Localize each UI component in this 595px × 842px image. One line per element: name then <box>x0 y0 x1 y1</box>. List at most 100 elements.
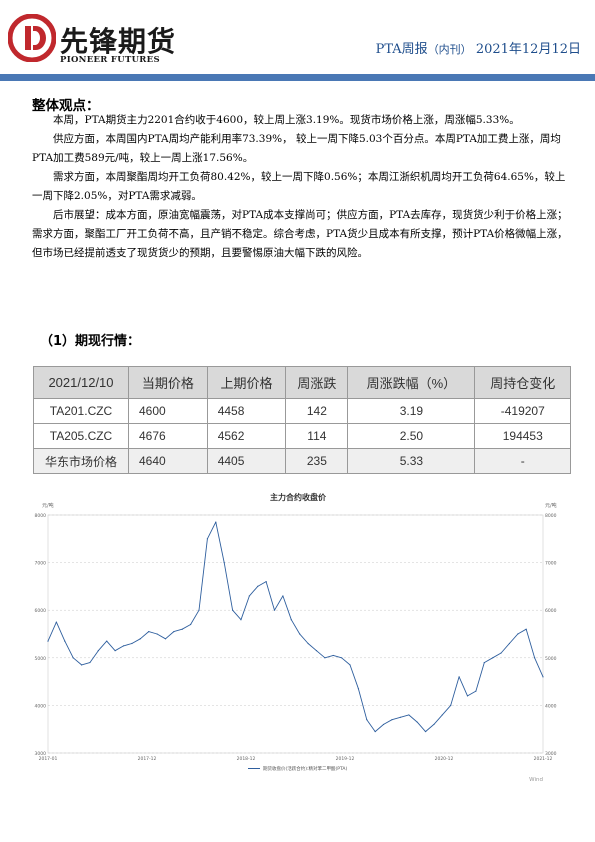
chart-title: 主力合约收盘价 <box>270 493 326 502</box>
x-tick-label: 2017-01 <box>39 756 58 762</box>
table-cell: 华东市场价格 <box>33 448 129 474</box>
data-point <box>341 657 343 659</box>
table-row: TA201.CZC 4600 4458 142 3.19 -419207 <box>33 398 571 424</box>
data-point <box>89 661 91 664</box>
legend-label: 期货收盘价(活跃合约):精对苯二甲酸(PTA) <box>263 765 347 772</box>
data-point <box>55 621 57 623</box>
source-label: Wind <box>529 777 543 783</box>
data-point <box>231 609 234 611</box>
data-point <box>332 654 334 657</box>
table-cell: 194453 <box>474 423 571 449</box>
table-row: TA205.CZC 4676 4562 114 2.50 194453 <box>33 423 571 449</box>
data-point <box>47 640 49 642</box>
table-cell: 3.19 <box>347 398 476 424</box>
table-cell: TA205.CZC <box>33 423 129 449</box>
y-tick-left: 7000 <box>35 561 47 567</box>
y-tick-left: 3000 <box>35 751 47 757</box>
data-point <box>542 676 544 678</box>
y-tick-left: 5000 <box>35 656 47 662</box>
data-point <box>156 633 158 635</box>
overview-paragraph-supply: 供应方面，本周国内PTA周均产能利用率73.39%， 较上一周下降5.03个百分… <box>32 133 561 164</box>
table-cell: 4600 <box>128 398 208 424</box>
data-point <box>290 619 292 621</box>
data-point <box>374 730 376 733</box>
page-header: 先锋期货 PIONEER FUTURES PTA周报（内刊） 2021年12月1… <box>0 0 595 82</box>
header-rule <box>0 74 595 81</box>
logo-english-name: PIONEER FUTURES <box>60 55 160 65</box>
quotes-heading: （1）期现行情： <box>40 334 141 349</box>
y-axis-right-unit: 元/吨 <box>545 502 557 509</box>
y-tick-right: 8000 <box>545 513 557 519</box>
data-point <box>525 628 527 630</box>
y-tick-left: 4000 <box>35 703 47 709</box>
report-internal-tag: （内刊） <box>427 43 472 56</box>
data-point <box>198 609 200 611</box>
y-tick-left: 8000 <box>35 513 47 519</box>
table-header-row: 2021/12/10 当期价格 上期价格 周涨跌 周涨跌幅（%） 周持仓变化 <box>33 366 571 399</box>
report-date: 2021年12月12日 <box>475 42 581 57</box>
series-line <box>47 521 544 733</box>
data-point <box>424 730 427 733</box>
table-header-cell: 周涨跌幅（%） <box>347 366 476 399</box>
overview-paragraph-demand: 需求方面，本周聚酯周均开工负荷80.42%，较上一周下降0.56%；本周江浙织机… <box>32 171 566 202</box>
data-point <box>391 719 393 721</box>
y-tick-right: 6000 <box>545 608 557 614</box>
table-header-cell: 周涨跌 <box>285 366 349 399</box>
data-point <box>508 642 511 645</box>
data-point <box>534 657 536 659</box>
data-point <box>315 650 318 652</box>
data-point <box>257 585 259 587</box>
table-cell: 4676 <box>128 423 208 449</box>
overview-paragraph-weekly: 本周，PTA期货主力2201合约收于4600，较上周上涨3.19%。现货市场价格… <box>53 114 520 126</box>
data-point <box>97 650 99 652</box>
table-cell: 2.50 <box>347 423 476 449</box>
data-point <box>399 716 401 718</box>
plot-frame <box>47 514 544 754</box>
report-name: PTA周报 <box>375 42 428 57</box>
data-point <box>349 664 351 666</box>
data-point <box>64 640 66 642</box>
data-point <box>72 657 74 659</box>
data-point <box>475 690 477 692</box>
data-point <box>265 581 267 583</box>
logo-chinese-name: 先锋期货 <box>60 25 177 58</box>
data-point <box>106 640 108 642</box>
y-axis-left-unit: 元/吨 <box>42 502 54 509</box>
data-point <box>248 595 250 597</box>
report-title: PTA周报（内刊） 2021年12月12日 <box>376 38 581 57</box>
table-cell: 4458 <box>206 398 287 424</box>
y-tick-right: 3000 <box>545 751 557 757</box>
data-point <box>173 631 175 633</box>
y-tick-left: 6000 <box>35 608 47 614</box>
data-point <box>307 642 309 645</box>
pioneer-logo-icon <box>8 14 56 62</box>
table-cell: 142 <box>285 398 349 424</box>
table-row: 华东市场价格 4640 4405 235 5.33 - <box>33 448 571 474</box>
data-point <box>122 645 125 647</box>
y-tick-right: 7000 <box>545 561 557 567</box>
data-point <box>215 521 217 523</box>
data-point <box>206 538 209 540</box>
data-point <box>114 650 116 652</box>
quotes-table: 2021/12/10 当期价格 上期价格 周涨跌 周涨跌幅（%） 周持仓变化 T… <box>33 366 571 474</box>
table-cell: 4405 <box>206 448 287 474</box>
x-tick-label: 2017-12 <box>138 756 157 762</box>
price-chart: 主力合约收盘价 元/吨 元/吨 3000 3000 4000 4000 5000 5000 60… <box>28 490 568 790</box>
y-tick-right: 4000 <box>545 703 557 709</box>
table-cell: - <box>474 448 571 474</box>
data-point <box>517 633 519 635</box>
data-point <box>382 723 385 726</box>
table-cell: 4562 <box>206 423 287 449</box>
data-point <box>299 633 301 635</box>
data-point <box>190 623 192 626</box>
data-point <box>139 638 141 640</box>
table-cell: 5.33 <box>347 448 476 474</box>
table-header-cell: 周持仓变化 <box>474 366 571 399</box>
overview-paragraph-outlook: 后市展望：成本方面，原油宽幅震荡，对PTA成本支撑尚可；供应方面，PTA去库存，… <box>32 209 568 259</box>
data-point <box>433 723 435 726</box>
data-point <box>164 638 167 640</box>
data-point <box>483 661 485 664</box>
table-cell: TA201.CZC <box>33 398 129 424</box>
x-tick-label: 2021-12 <box>534 756 553 762</box>
data-point <box>181 628 183 630</box>
